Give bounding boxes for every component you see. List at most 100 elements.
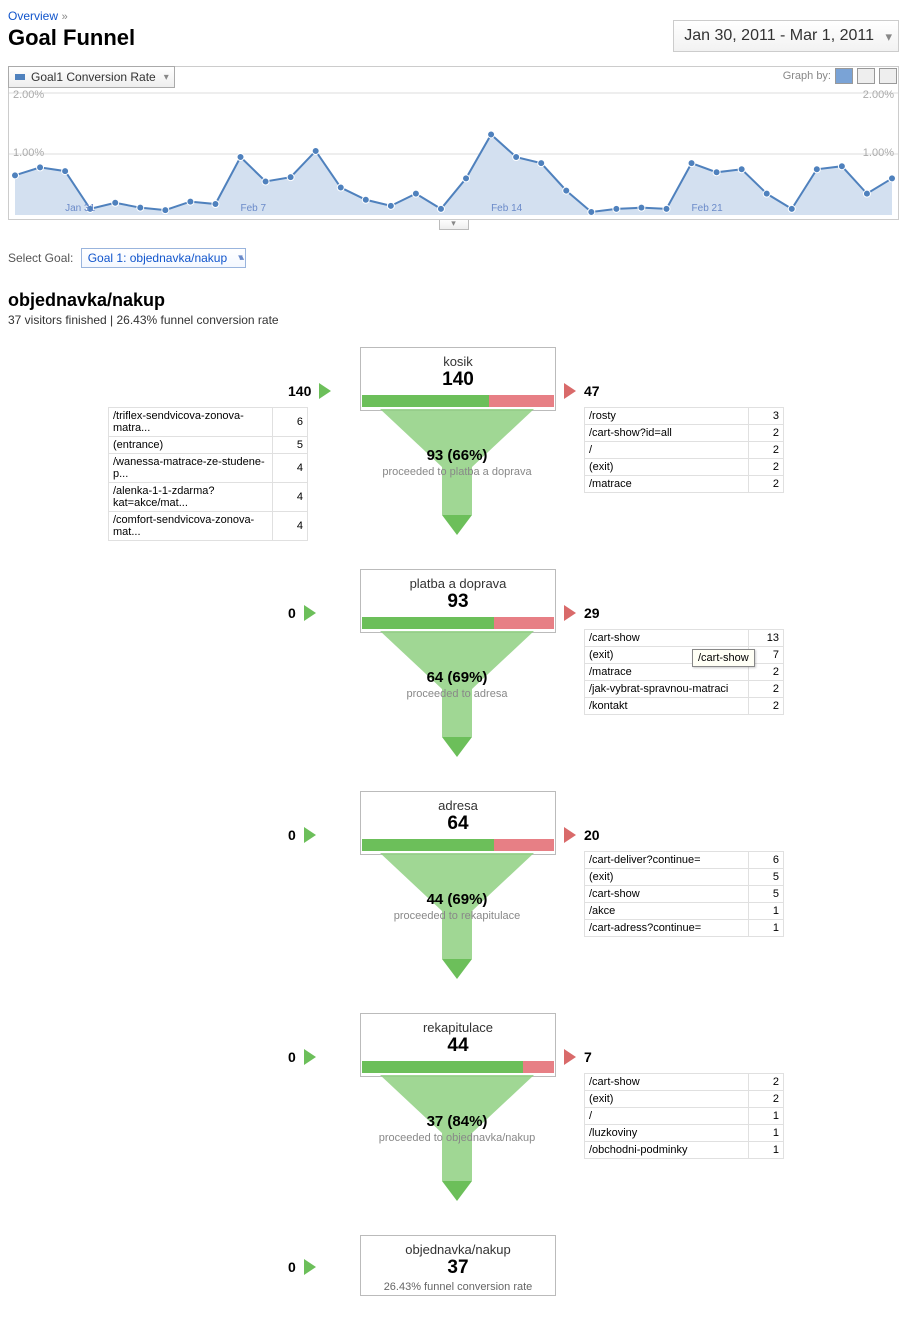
table-row[interactable]: /cart-show2	[585, 1074, 784, 1091]
table-row[interactable]: /rosty3	[585, 408, 784, 425]
table-row[interactable]: /cart-show?id=all2	[585, 425, 784, 442]
step-title: kosik	[361, 354, 555, 369]
table-row[interactable]: /cart-deliver?continue=6	[585, 852, 784, 869]
table-row[interactable]: /luzkoviny1	[585, 1125, 784, 1142]
table-row[interactable]: /akce1	[585, 903, 784, 920]
date-range-picker[interactable]: Jan 30, 2011 - Mar 1, 2011	[673, 20, 899, 52]
out-count: 47	[584, 383, 600, 399]
arrow-in-icon	[304, 1049, 316, 1065]
goal-dropdown[interactable]: Goal 1: objednavka/nakup	[81, 248, 246, 268]
arrow-in-icon	[304, 605, 316, 621]
step-bar	[362, 395, 554, 407]
table-row[interactable]: /kontakt2	[585, 698, 784, 715]
step-count: 140	[361, 369, 555, 391]
table-row[interactable]: /2	[585, 442, 784, 459]
arrow-out-icon	[564, 605, 576, 621]
bar-exit	[523, 1061, 554, 1073]
step-in: 0	[288, 1049, 316, 1065]
proceed-count: 37 (84%)	[360, 1113, 554, 1130]
funnel-name: objednavka/nakup	[8, 290, 899, 311]
bar-exit	[494, 839, 554, 851]
table-row[interactable]: /comfort-sendvicova-zonova-mat...4	[109, 512, 308, 541]
proceed-count: 44 (69%)	[360, 891, 554, 908]
step-count: 44	[361, 1035, 555, 1057]
svg-text:Feb 14: Feb 14	[491, 203, 523, 214]
arrow-in-icon	[319, 383, 331, 399]
proceed-label: 64 (69%) proceeded to adresa	[360, 669, 554, 700]
table-row[interactable]: (entrance)5	[109, 437, 308, 454]
svg-text:Feb 7: Feb 7	[241, 203, 267, 214]
table-row[interactable]: /matrace2	[585, 476, 784, 493]
table-row[interactable]: /wanessa-matrace-ze-studene-p...4	[109, 454, 308, 483]
step-box: rekapitulace 44	[360, 1013, 556, 1077]
table-row[interactable]: (exit)2	[585, 459, 784, 476]
select-goal-row: Select Goal: Goal 1: objednavka/nakup	[8, 248, 899, 268]
table-row[interactable]: /obchodni-podminky1	[585, 1142, 784, 1159]
step-in: 140	[288, 383, 331, 399]
proceed-label: 93 (66%) proceeded to platba a doprava	[360, 447, 554, 478]
step-out: 20	[564, 827, 600, 843]
proceed-text: proceeded to rekapitulace	[360, 910, 554, 922]
entry-paths-table: /triflex-sendvicova-zonova-matra...6(ent…	[108, 407, 308, 541]
table-row[interactable]: (exit)2	[585, 1091, 784, 1108]
bar-exit	[494, 617, 554, 629]
step-in: 0	[288, 1259, 316, 1275]
arrow-out-icon	[564, 1049, 576, 1065]
page-title: Goal Funnel	[8, 25, 135, 51]
y-axis-label-r: 1.00%	[863, 147, 894, 159]
conversion-chart[interactable]: 2.00% 2.00% 1.00% 1.00% Jan 31Feb 7Feb 1…	[9, 67, 898, 219]
step-out: 29	[564, 605, 600, 621]
step-count: 93	[361, 591, 555, 613]
table-row[interactable]: /cart-show5	[585, 886, 784, 903]
proceed-label: 37 (84%) proceeded to objednavka/nakup	[360, 1113, 554, 1144]
funnel-visualization: kosik 140 140 47/triflex-sendvicova-zonov…	[8, 347, 899, 1325]
out-count: 20	[584, 827, 600, 843]
funnel-step: rekapitulace 44 0 7/cart-show2(exit)2/1/l…	[8, 1013, 899, 1235]
funnel-step: adresa 64 0 20/cart-deliver?continue=6(ex…	[8, 791, 899, 1013]
in-count: 0	[288, 1049, 296, 1065]
select-goal-label: Select Goal:	[8, 251, 73, 265]
breadcrumb-sep: »	[62, 11, 68, 23]
svg-text:Jan 31: Jan 31	[65, 203, 95, 214]
y-axis-label-r: 2.00%	[863, 89, 894, 101]
step-in: 0	[288, 827, 316, 843]
out-count: 29	[584, 605, 600, 621]
table-row[interactable]: /alenka-1-1-zdarma?kat=akce/mat...4	[109, 483, 308, 512]
step-title: adresa	[361, 798, 555, 813]
step-out: 7	[564, 1049, 592, 1065]
step-title: rekapitulace	[361, 1020, 555, 1035]
table-row[interactable]: (exit)5	[585, 869, 784, 886]
arrow-in-icon	[304, 1259, 316, 1275]
table-row[interactable]: /cart-show13	[585, 630, 784, 647]
table-row[interactable]: /triflex-sendvicova-zonova-matra...6	[109, 408, 308, 437]
arrow-out-icon	[564, 827, 576, 843]
chart-collapse-handle[interactable]: ▾	[439, 219, 469, 230]
svg-text:Feb 21: Feb 21	[692, 203, 724, 214]
bar-exit	[489, 395, 554, 407]
step-title: platba a doprava	[361, 576, 555, 591]
exit-paths-table: /cart-deliver?continue=6(exit)5/cart-sho…	[584, 851, 784, 937]
in-count: 140	[288, 383, 311, 399]
step-count: 64	[361, 813, 555, 835]
arrow-out-icon	[564, 383, 576, 399]
breadcrumb-overview[interactable]: Overview	[8, 9, 58, 23]
step-out: 47	[564, 383, 600, 399]
final-conversion-rate: 26.43% funnel conversion rate	[361, 1281, 555, 1293]
step-count: 37	[361, 1257, 555, 1279]
funnel-step: kosik 140 140 47/triflex-sendvicova-zonov…	[8, 347, 899, 569]
chart-panel: Goal1 Conversion Rate Graph by: 2.00% 2.…	[8, 66, 899, 220]
table-row[interactable]: /1	[585, 1108, 784, 1125]
proceed-text: proceeded to objednavka/nakup	[360, 1132, 554, 1144]
arrow-in-icon	[304, 827, 316, 843]
table-row[interactable]: /cart-adress?continue=1	[585, 920, 784, 937]
funnel-step: platba a doprava 93 0 29/cart-show13(exit…	[8, 569, 899, 791]
funnel-step-final: objednavka/nakup 37 26.43% funnel conver…	[8, 1235, 899, 1325]
proceed-count: 93 (66%)	[360, 447, 554, 464]
chart-svg: Jan 31 Feb 7 Feb 14 Feb 21	[9, 89, 898, 219]
table-row[interactable]: /jak-vybrat-spravnou-matraci2	[585, 681, 784, 698]
step-box: objednavka/nakup 37 26.43% funnel conver…	[360, 1235, 556, 1296]
in-count: 0	[288, 605, 296, 621]
proceed-count: 64 (69%)	[360, 669, 554, 686]
exit-paths-table: /cart-show13(exit)7/matrace2/jak-vybrat-…	[584, 629, 784, 715]
step-box: kosik 140	[360, 347, 556, 411]
